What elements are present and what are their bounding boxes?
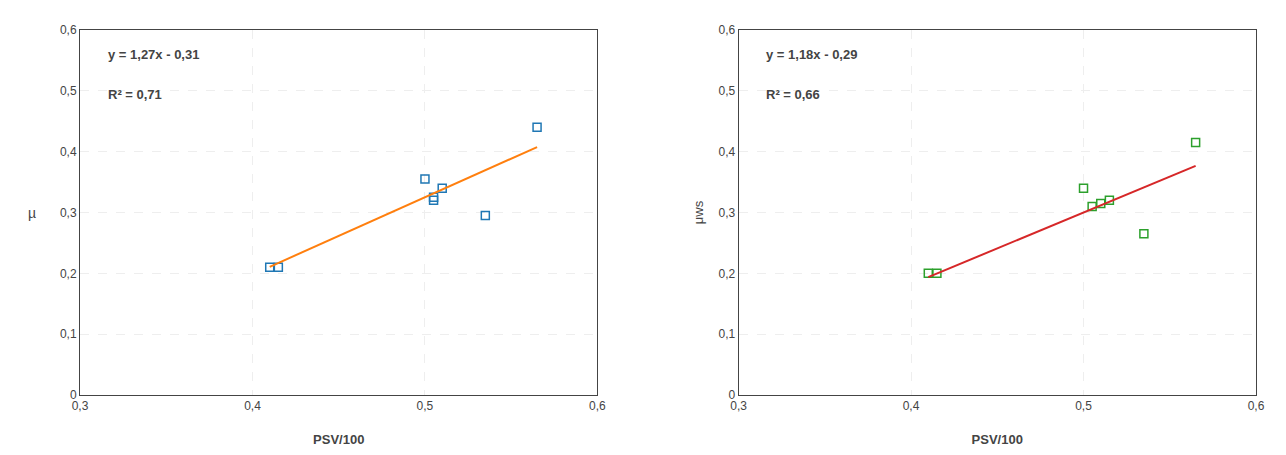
- svg-text:0,2: 0,2: [718, 267, 735, 281]
- svg-text:0,4: 0,4: [903, 399, 920, 413]
- svg-text:0,3: 0,3: [60, 206, 77, 220]
- svg-text:0,5: 0,5: [1075, 399, 1092, 413]
- svg-text:y = 1,18x - 0,29: y = 1,18x - 0,29: [766, 47, 857, 62]
- svg-text:0,3: 0,3: [718, 206, 735, 220]
- svg-text:0,6: 0,6: [1248, 399, 1265, 413]
- svg-text:0,5: 0,5: [417, 399, 434, 413]
- svg-text:PSV/100: PSV/100: [313, 432, 364, 447]
- svg-text:0,1: 0,1: [60, 327, 77, 341]
- svg-text:PSV/100: PSV/100: [972, 432, 1023, 447]
- svg-text:0,3: 0,3: [730, 399, 747, 413]
- svg-text:y = 1,27x - 0,31: y = 1,27x - 0,31: [108, 47, 199, 62]
- svg-text:0,4: 0,4: [244, 399, 261, 413]
- svg-text:R² = 0,66: R² = 0,66: [766, 87, 820, 102]
- svg-text:0,6: 0,6: [718, 23, 735, 37]
- svg-text:0,6: 0,6: [589, 399, 606, 413]
- svg-text:R² = 0,71: R² = 0,71: [108, 87, 162, 102]
- svg-text:0,4: 0,4: [718, 145, 735, 159]
- svg-text:µ: µ: [28, 205, 36, 221]
- svg-text:0,1: 0,1: [718, 327, 735, 341]
- svg-text:0,6: 0,6: [60, 23, 77, 37]
- svg-text:0: 0: [728, 388, 735, 402]
- svg-text:μws: μws: [691, 200, 706, 224]
- svg-text:0: 0: [70, 388, 77, 402]
- svg-text:0,2: 0,2: [60, 267, 77, 281]
- svg-text:0,5: 0,5: [718, 84, 735, 98]
- svg-text:0,3: 0,3: [72, 399, 89, 413]
- svg-text:0,4: 0,4: [60, 145, 77, 159]
- svg-text:0,5: 0,5: [60, 84, 77, 98]
